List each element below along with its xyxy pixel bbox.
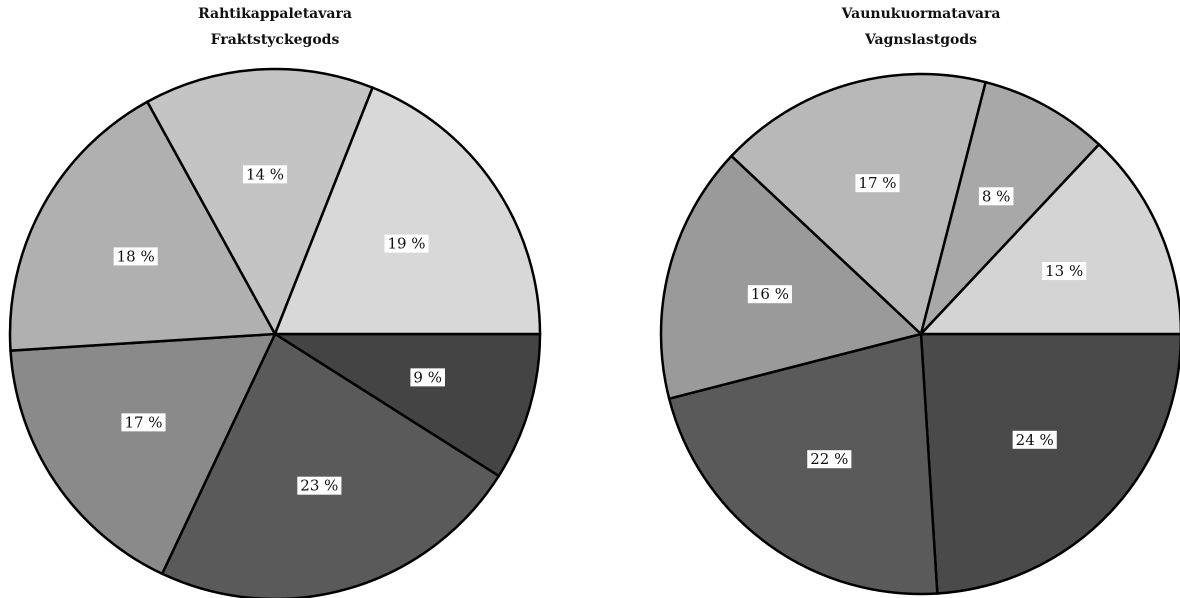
pie-slice (659, 154, 924, 401)
label-background (242, 165, 288, 184)
data-label: 17 % (858, 174, 896, 192)
pie-slice (919, 332, 1180, 595)
pie-slice (667, 332, 939, 596)
label-background (384, 234, 429, 253)
data-label: 18 % (117, 247, 155, 265)
chart-subtitle: Vagnslastgods (864, 32, 977, 48)
pie-slice (160, 332, 501, 598)
chart-title: Vaunukuormatavara (841, 6, 1001, 22)
label-background (747, 285, 792, 304)
pie-slice (918, 142, 1180, 336)
label-background (978, 187, 1014, 206)
chart-title: Rahtikappaletavara (198, 6, 352, 22)
pie-slice (270, 332, 542, 478)
pie-slice (273, 85, 542, 336)
data-label: 17 % (124, 413, 162, 431)
label-background (1012, 430, 1057, 449)
data-label: 16 % (751, 285, 789, 303)
pie-slice (145, 67, 375, 337)
pie-slice (8, 100, 278, 352)
label-background (410, 368, 445, 387)
data-label: 9 % (413, 368, 442, 386)
data-label: 14 % (246, 165, 284, 183)
label-background (807, 450, 852, 469)
label-background (855, 174, 900, 193)
data-label: 22 % (810, 450, 848, 468)
chart-subtitle: Fraktstyckegods (211, 32, 340, 48)
label-background (1042, 262, 1087, 281)
label-background (121, 413, 166, 432)
pie-slice (919, 80, 1101, 335)
label-background (113, 247, 158, 266)
data-label: 19 % (387, 235, 425, 253)
data-label: 23 % (300, 477, 338, 495)
label-background (297, 476, 342, 495)
data-label: 24 % (1016, 431, 1054, 449)
data-label: 8 % (982, 187, 1011, 205)
pie-slice (729, 72, 988, 337)
data-label: 13 % (1045, 262, 1083, 280)
pie-slice (9, 332, 278, 576)
